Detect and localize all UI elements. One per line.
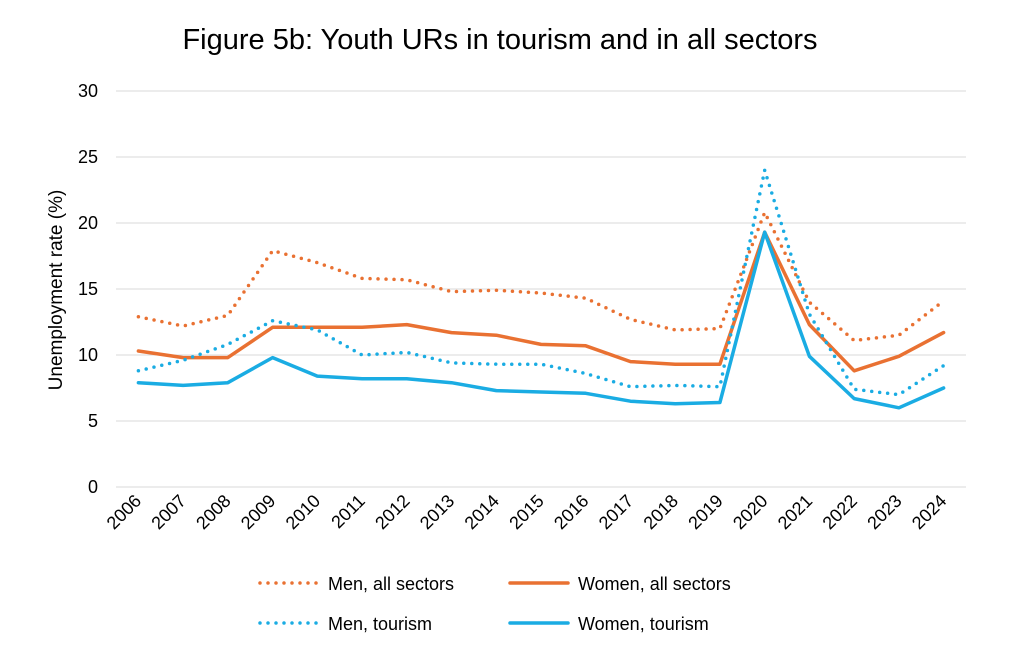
x-tick-label: 2019: [684, 491, 726, 533]
x-tick-label: 2010: [282, 491, 324, 533]
series-line-2: [136, 230, 946, 373]
x-tick-label: 2011: [327, 491, 369, 533]
y-tick-label: 10: [78, 345, 98, 365]
y-tick-label: 30: [78, 81, 98, 101]
x-tick-label: 2013: [416, 491, 458, 533]
series-lines: [136, 168, 946, 410]
x-tick-label: 2017: [595, 491, 637, 533]
series-line-4: [136, 230, 946, 410]
legend-label: Women, tourism: [578, 614, 709, 634]
series-line-3: [136, 168, 946, 397]
x-tick-label: 2006: [103, 491, 145, 533]
legend: Men, all sectors Women, all sectors Men, t…: [258, 574, 731, 634]
x-tick-label: 2020: [729, 491, 771, 533]
y-tick-label: 5: [88, 411, 98, 431]
y-tick-label: 25: [78, 147, 98, 167]
y-axis-title: Unemployment rate (%): [46, 190, 67, 391]
y-tick-label: 20: [78, 213, 98, 233]
legend-label: Men, tourism: [328, 614, 432, 634]
series-line-1: [136, 210, 946, 343]
x-tick-label: 2014: [461, 491, 503, 533]
y-axis-ticks: 0 5 10 15 20 25 30: [78, 81, 98, 497]
x-tick-label: 2022: [819, 491, 861, 533]
x-tick-label: 2012: [371, 491, 413, 533]
x-tick-label: 2009: [237, 491, 279, 533]
y-tick-label: 15: [78, 279, 98, 299]
x-tick-label: 2016: [550, 491, 592, 533]
chart-title: Figure 5b: Youth URs in tourism and in a…: [182, 24, 818, 56]
x-tick-label: 2024: [908, 491, 950, 533]
gridlines: [116, 90, 966, 488]
y-tick-label: 0: [88, 477, 98, 497]
x-tick-label: 2021: [774, 491, 816, 533]
x-tick-label: 2023: [863, 491, 905, 533]
x-tick-label: 2018: [640, 491, 682, 533]
legend-label: Women, all sectors: [578, 574, 731, 594]
legend-label: Men, all sectors: [328, 574, 454, 594]
x-tick-label: 2007: [147, 491, 189, 533]
x-tick-label: 2008: [192, 491, 234, 533]
x-axis-ticks: 2006 2007 2008 2009 2010 2011 2012 2013 2014 2015…: [103, 491, 951, 533]
x-tick-label: 2015: [505, 491, 547, 533]
